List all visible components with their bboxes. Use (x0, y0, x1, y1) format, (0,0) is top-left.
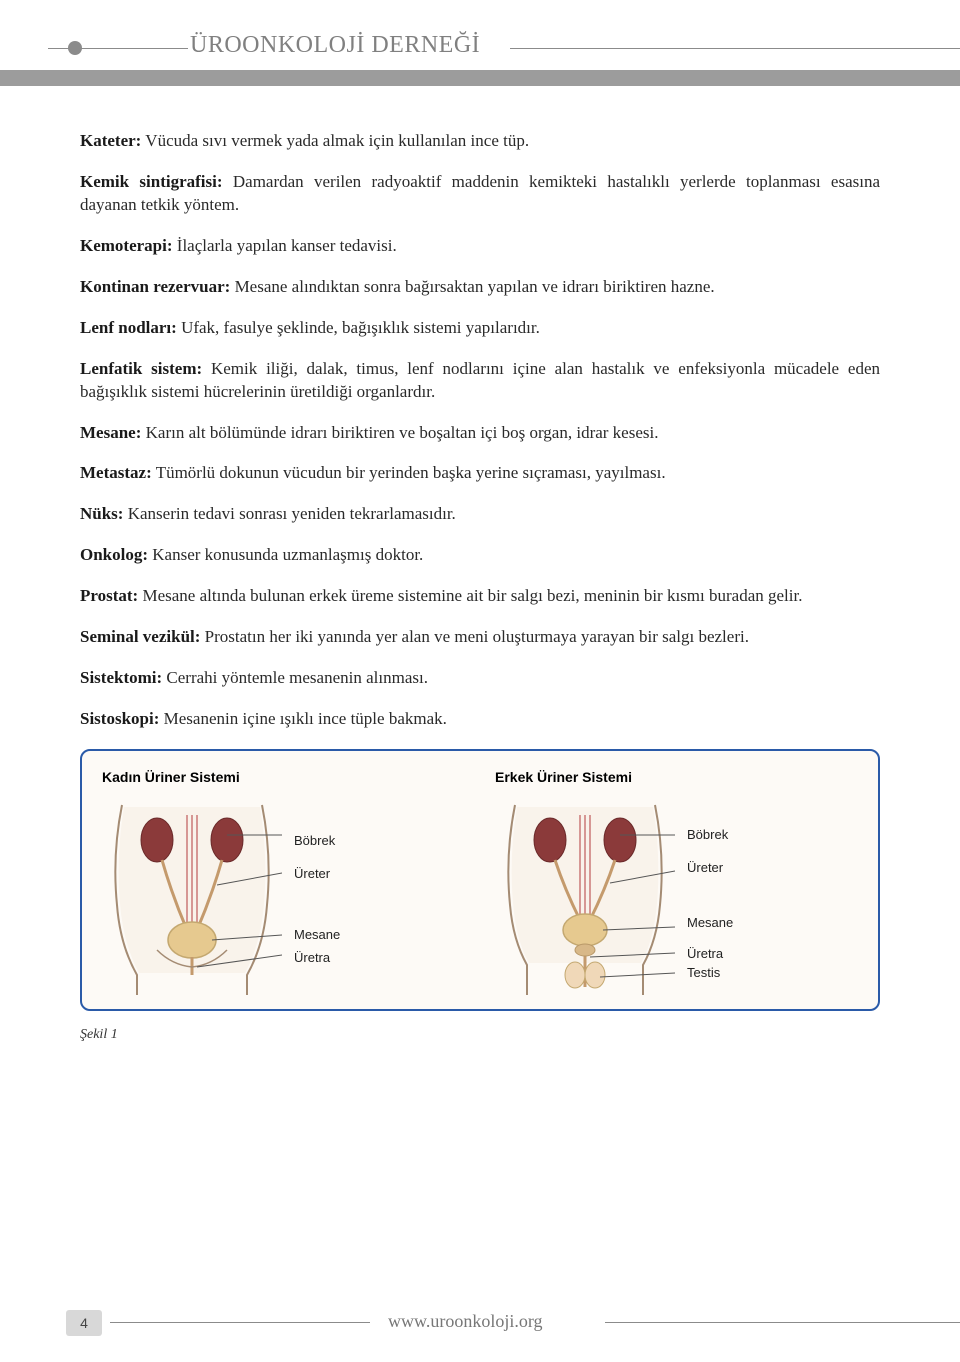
anatomy-label: Üretra (294, 950, 465, 965)
female-urinary-diagram: Kadın Üriner Sistemi (102, 769, 465, 995)
definition-term: Sistektomi: (80, 668, 162, 687)
anatomy-label: Mesane (687, 915, 858, 930)
definition-entry: Metastaz: Tümörlü dokunun vücudun bir ye… (80, 462, 880, 485)
definition-text: Mesane alındıktan sonra bağırsaktan yapı… (230, 277, 714, 296)
definition-entry: Sistektomi: Cerrahi yöntemle mesanenin a… (80, 667, 880, 690)
definition-term: Kemik sintigrafisi: (80, 172, 223, 191)
definition-text: Vücuda sıvı vermek yada almak için kulla… (141, 131, 529, 150)
male-urinary-diagram: Erkek Üriner Sistemi (495, 769, 858, 995)
anatomy-label: Üreter (294, 866, 465, 881)
definition-entry: Mesane: Karın alt bölümünde idrarı birik… (80, 422, 880, 445)
definition-text: Mesane altında bulunan erkek üreme siste… (138, 586, 802, 605)
anatomy-label: Üretra (687, 946, 858, 961)
definition-entry: Lenf nodları: Ufak, fasulye şeklinde, ba… (80, 317, 880, 340)
page-number-badge: 4 (66, 1310, 102, 1336)
female-diagram-title: Kadın Üriner Sistemi (102, 769, 465, 785)
definition-text: Kanserin tedavi sonrası yeniden tekrarla… (123, 504, 455, 523)
anatomy-label-text: Üreter (687, 860, 723, 875)
header-dot-icon (68, 41, 82, 55)
definition-text: Karın alt bölümünde idrarı biriktiren ve… (141, 423, 658, 442)
definition-term: Prostat: (80, 586, 138, 605)
definition-text: Kanser konusunda uzmanlaşmış doktor. (148, 545, 423, 564)
anatomy-label-text: Testis (687, 965, 720, 980)
anatomy-label: Mesane (294, 927, 465, 942)
footer-rule-right (605, 1322, 960, 1323)
urinary-system-diagram: Kadın Üriner Sistemi (80, 749, 880, 1011)
female-anatomy-icon (102, 795, 282, 995)
anatomy-label: Testis (687, 965, 858, 980)
footer-url: www.uroonkoloji.org (388, 1311, 543, 1332)
anatomy-label-text: Mesane (687, 915, 733, 930)
definition-term: Kemoterapi: (80, 236, 173, 255)
definition-text: Mesanenin içine ışıklı ince tüple bakmak… (159, 709, 447, 728)
anatomy-label-text: Üretra (687, 946, 723, 961)
header-rule-right (510, 48, 960, 49)
male-diagram-title: Erkek Üriner Sistemi (495, 769, 858, 785)
definition-term: Lenfatik sistem: (80, 359, 202, 378)
definition-term: Mesane: (80, 423, 141, 442)
definition-term: Seminal vezikül: (80, 627, 200, 646)
male-anatomy-icon (495, 795, 675, 995)
definition-term: Metastaz: (80, 463, 152, 482)
definition-entry: Prostat: Mesane altında bulunan erkek ür… (80, 585, 880, 608)
anatomy-label: Böbrek (294, 833, 465, 848)
definition-entry: Lenfatik sistem: Kemik iliği, dalak, tim… (80, 358, 880, 404)
content-area: Kateter: Vücuda sıvı vermek yada almak i… (80, 130, 880, 1043)
definition-entry: Sistoskopi: Mesanenin içine ışıklı ince … (80, 708, 880, 731)
definition-text: İlaçlarla yapılan kanser tedavisi. (173, 236, 397, 255)
definition-entry: Kontinan rezervuar: Mesane alındıktan so… (80, 276, 880, 299)
definition-term: Nüks: (80, 504, 123, 523)
definition-entry: Kemik sintigrafisi: Damardan verilen rad… (80, 171, 880, 217)
header-title: ÜROONKOLOJİ DERNEĞİ (190, 32, 480, 59)
anatomy-label: Böbrek (687, 827, 858, 842)
page-number: 4 (80, 1315, 88, 1331)
definition-entry: Kemoterapi: İlaçlarla yapılan kanser ted… (80, 235, 880, 258)
anatomy-label-text: Üretra (294, 950, 330, 965)
anatomy-label-text: Mesane (294, 927, 340, 942)
definition-term: Onkolog: (80, 545, 148, 564)
definition-term: Kateter: (80, 131, 141, 150)
definition-text: Cerrahi yöntemle mesanenin alınması. (162, 668, 428, 687)
definition-entry: Seminal vezikül: Prostatın her iki yanın… (80, 626, 880, 649)
definition-entry: Onkolog: Kanser konusunda uzmanlaşmış do… (80, 544, 880, 567)
definition-term: Kontinan rezervuar: (80, 277, 230, 296)
anatomy-label-text: Üreter (294, 866, 330, 881)
anatomy-label: Üreter (687, 860, 858, 875)
anatomy-label-text: Böbrek (294, 833, 335, 848)
definition-text: Prostatın her iki yanında yer alan ve me… (200, 627, 749, 646)
definition-text: Ufak, fasulye şeklinde, bağışıklık siste… (177, 318, 540, 337)
definition-entry: Kateter: Vücuda sıvı vermek yada almak i… (80, 130, 880, 153)
definition-term: Lenf nodları: (80, 318, 177, 337)
definition-text: Tümörlü dokunun vücudun bir yerinden baş… (152, 463, 666, 482)
header-band (0, 70, 960, 86)
anatomy-label-text: Böbrek (687, 827, 728, 842)
definition-entry: Nüks: Kanserin tedavi sonrası yeniden te… (80, 503, 880, 526)
footer-rule-left (110, 1322, 370, 1323)
figure-caption: Şekil 1 (80, 1027, 880, 1043)
definition-term: Sistoskopi: (80, 709, 159, 728)
